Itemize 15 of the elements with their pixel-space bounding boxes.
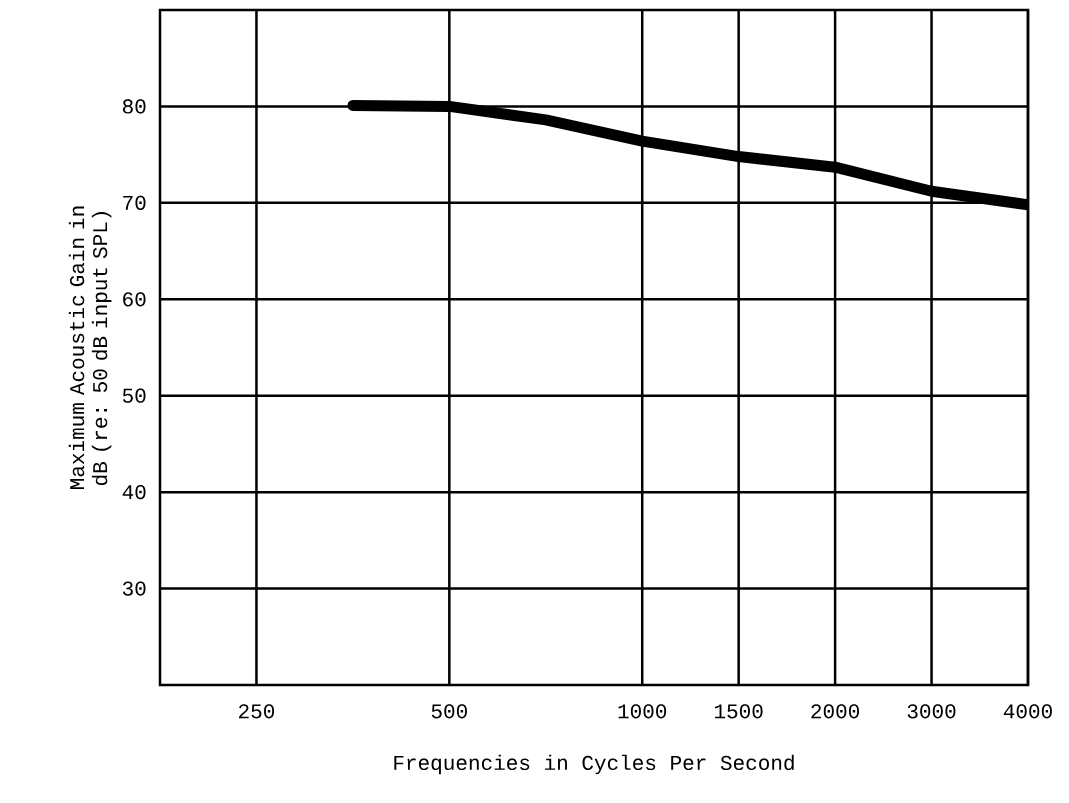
x-tick-label: 4000: [1003, 704, 1052, 719]
y-tick-label: 80: [122, 99, 146, 114]
x-tick-label: 250: [239, 704, 275, 719]
y-tick-label: 30: [122, 581, 146, 596]
y-tick-label: 60: [123, 292, 146, 307]
x-tick-label: 1000: [618, 704, 667, 719]
x-tick-label: 1500: [714, 704, 763, 719]
y-tick-label: 70: [123, 195, 146, 210]
x-axis-title: Frequencies in Cycles Per Second: [394, 754, 794, 775]
x-tick-label: 3000: [907, 704, 956, 719]
x-tick-label: 500: [431, 704, 467, 719]
y-tick-label: 50: [122, 388, 146, 403]
y-axis-title: Maximum Acoustic Gain in dB (re: 50 dB input SPL): [68, 206, 112, 489]
y-tick-label: 40: [122, 485, 146, 500]
x-tick-label: 2000: [811, 704, 860, 719]
